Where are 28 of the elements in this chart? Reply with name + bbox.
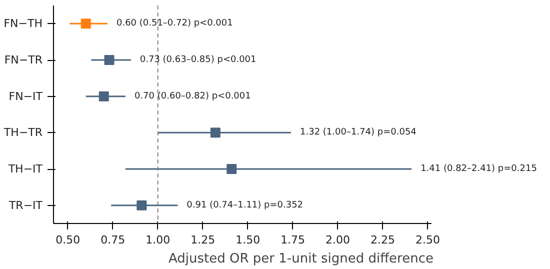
x-tick-label: 0.75 xyxy=(100,234,126,246)
annotation: 0.73 (0.63–0.85) p<0.001 xyxy=(140,55,256,65)
point xyxy=(136,200,147,210)
x-axis-title: Adjusted OR per 1-unit signed difference xyxy=(168,252,434,266)
point xyxy=(210,128,220,138)
x-tick-label: 1.50 xyxy=(236,234,260,246)
x-tick-label: 2.00 xyxy=(326,234,350,246)
y-tick-label: TR−IT xyxy=(8,198,43,212)
x-tick-label: 1.00 xyxy=(146,234,170,246)
x-tick-label: 1.75 xyxy=(280,234,306,246)
y-tick-label: FN−TR xyxy=(4,54,43,66)
x-tick-label: 2.50 xyxy=(416,234,440,246)
y-tick-label: FN−IT xyxy=(8,90,43,103)
y-tick-label: FN−TH xyxy=(4,17,42,30)
point xyxy=(98,91,109,102)
x-tick-label: 2.25 xyxy=(370,234,396,246)
annotation: 0.60 (0.51–0.72) p<0.001 xyxy=(116,18,233,29)
annotation: 0.91 (0.74–1.11) p=0.352 xyxy=(186,200,304,210)
y-tick-label: TH−TR xyxy=(2,126,43,140)
x-tick-label: 0.50 xyxy=(56,234,80,246)
annotation: 0.70 (0.60–0.82) p<0.001 xyxy=(134,91,251,102)
point xyxy=(104,55,114,65)
point xyxy=(226,164,237,174)
annotation: 1.32 (1.00–1.74) p=0.054 xyxy=(300,128,417,138)
y-tick-label: TH−IT xyxy=(7,162,43,176)
point xyxy=(80,18,91,29)
x-tick-label: 1.25 xyxy=(190,234,216,246)
annotation: 1.41 (0.82–2.41) p=0.215 xyxy=(420,164,537,174)
